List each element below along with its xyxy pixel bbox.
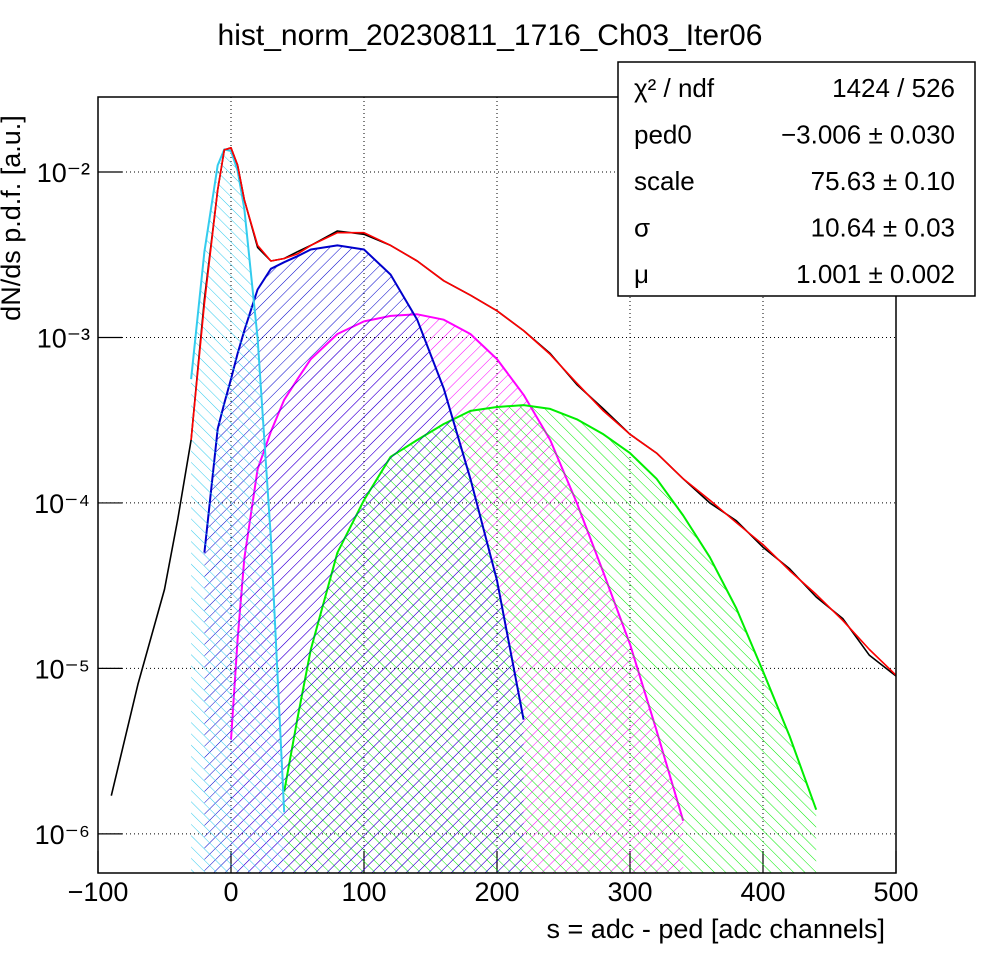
x-tick-label: −100	[68, 877, 129, 907]
y-tick-label: 10⁻⁶	[35, 820, 90, 850]
stats-value: 10.64 ± 0.03	[811, 213, 955, 243]
plot-frame	[97, 96, 897, 874]
y-tick-label: 10⁻³	[37, 323, 90, 353]
x-tick-label: 200	[474, 877, 519, 907]
stats-value: 1424 / 526	[832, 73, 955, 103]
stats-name: μ	[634, 259, 649, 289]
x-tick-label: 0	[223, 877, 238, 907]
y-axis-title: dN/ds p.d.f. [a.u.]	[0, 115, 26, 321]
stats-box: χ² / ndf 1424 / 526 ped0 −3.006 ± 0.030 scal…	[617, 61, 976, 297]
x-tick-label: 300	[607, 877, 652, 907]
chart-title: hist_norm_20230811_1716_Ch03_Iter06	[218, 19, 763, 52]
hatch-fill	[191, 149, 285, 873]
y-tick-label: 10⁻⁵	[35, 654, 90, 684]
stats-name: σ	[634, 213, 650, 243]
y-tick-label: 10⁻⁴	[34, 489, 90, 519]
stats-value: −3.006 ± 0.030	[781, 120, 955, 150]
stats-name: scale	[634, 166, 695, 196]
x-tick-label: 100	[341, 877, 386, 907]
y-tick-label: 10⁻²	[37, 158, 90, 188]
x-tick-label: 400	[740, 877, 785, 907]
hatch-fill	[204, 245, 524, 873]
plot-area	[110, 147, 896, 873]
stats-value: 1.001 ± 0.002	[796, 259, 955, 289]
stats-name: ped0	[634, 120, 692, 150]
stats-frame	[617, 61, 976, 297]
stats-value: 75.63 ± 0.10	[811, 166, 955, 196]
x-tick-label: 500	[873, 877, 918, 907]
stats-name: χ² / ndf	[634, 73, 715, 103]
series-line	[190, 148, 286, 813]
x-axis-title: s = adc - ped [adc channels]	[547, 914, 885, 944]
series-line	[190, 147, 896, 676]
